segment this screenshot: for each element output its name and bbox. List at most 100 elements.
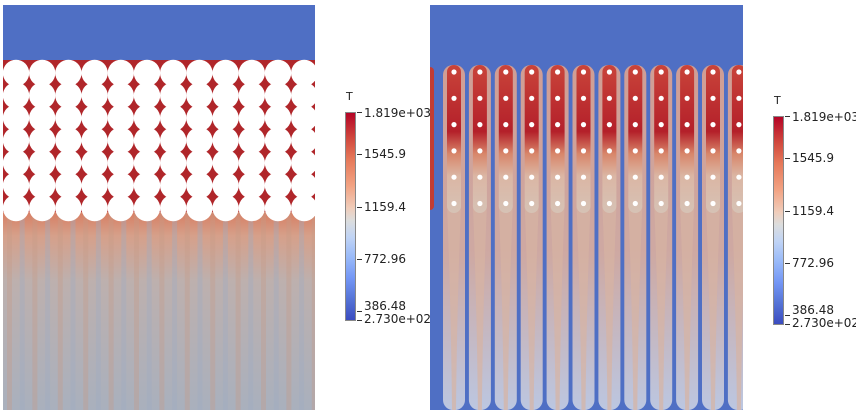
particle-circle: [160, 172, 187, 199]
particle-circle: [212, 82, 239, 109]
wake-streak: [108, 212, 114, 410]
left-temperature-plot: [3, 5, 315, 410]
particle-dot: [606, 95, 612, 101]
right-plot-canvas: [430, 5, 743, 410]
particle-circle: [291, 104, 315, 132]
particle-circle: [107, 149, 134, 177]
particle-circle: [81, 194, 108, 222]
colorbar-tick: [357, 112, 362, 113]
plume-core: [498, 65, 513, 213]
colorbar-tick: [785, 116, 790, 117]
particle-circle: [264, 172, 292, 199]
colorbar-label: 1545.9: [792, 151, 834, 165]
particle-circle: [212, 59, 239, 87]
colorbar-label: 386.48: [364, 299, 406, 313]
particle-dot: [736, 95, 742, 101]
plume-tail: [472, 205, 487, 410]
colorbar-tick: [357, 320, 362, 321]
colorbar-label: 772.96: [364, 252, 406, 266]
particle-circle: [291, 127, 315, 154]
colorbar-tick: [785, 211, 790, 212]
particle-dot: [555, 69, 561, 75]
plume-core: [472, 65, 487, 213]
particle-dot: [658, 148, 664, 154]
wake-streak: [83, 212, 89, 410]
plume-core: [706, 65, 720, 213]
particle-dot: [606, 122, 612, 128]
wake-streak: [273, 212, 279, 410]
particle-dot: [580, 200, 587, 207]
particle-circle: [29, 59, 56, 87]
wake-streak: [121, 212, 127, 410]
lower-wake-region: [3, 212, 315, 410]
particle-circle: [29, 104, 56, 132]
particle-dot: [710, 148, 716, 154]
wake-streak: [146, 212, 152, 410]
particle-circle: [133, 82, 161, 109]
particle-circle: [107, 127, 134, 154]
plume-core: [576, 65, 591, 213]
particle-circle: [81, 59, 108, 87]
particle-dot: [451, 122, 457, 128]
particle-circle: [107, 104, 134, 132]
particle-circle: [133, 104, 161, 132]
plume-tail: [447, 205, 461, 410]
wake-streak: [235, 212, 241, 410]
particle-circle: [55, 127, 82, 154]
wake-streak: [210, 212, 216, 410]
colorbar-label: 1159.4: [792, 204, 834, 218]
particle-dot: [658, 69, 664, 75]
particle-circles: [3, 59, 315, 222]
particle-circle: [55, 194, 82, 222]
particle-dot: [736, 148, 742, 154]
particle-dot: [710, 200, 716, 207]
particle-circle: [107, 82, 134, 109]
particle-dot: [632, 148, 638, 154]
colorbar-label: 386.48: [792, 303, 834, 317]
particle-circle: [81, 149, 108, 177]
colorbar-gradient: [773, 116, 784, 325]
wake-streak: [172, 212, 178, 410]
wake-streak: [197, 212, 203, 410]
particle-dot: [477, 69, 483, 75]
particle-circle: [81, 127, 108, 154]
particle-dot: [529, 174, 535, 180]
colorbar-tick: [785, 324, 790, 325]
colorbar-label: 1159.4: [364, 200, 406, 214]
thermal-plumes: [430, 65, 743, 410]
particle-dot: [477, 148, 483, 154]
colorbar-tick: [357, 154, 362, 155]
particle-circle: [3, 194, 30, 222]
particle-dot: [555, 148, 561, 154]
colorbar-tick: [785, 315, 790, 316]
wake-streak: [134, 212, 139, 410]
particle-circle: [55, 59, 82, 87]
particle-circle: [264, 127, 292, 154]
colorbar-tick: [357, 311, 362, 312]
plume-tail: [731, 205, 743, 410]
particle-dot: [477, 174, 483, 180]
plume-tail: [654, 205, 669, 410]
particle-dot: [684, 69, 690, 75]
particle-circle: [264, 82, 292, 109]
particle-dot: [736, 200, 742, 207]
particle-circle: [186, 59, 213, 87]
particle-circle: [3, 127, 30, 154]
particle-dot: [580, 174, 587, 180]
particle-dot: [477, 200, 483, 207]
particle-dot: [684, 174, 690, 180]
wake-streak: [32, 212, 38, 410]
particle-circle: [264, 104, 292, 132]
colorbar-max-label: 1.819e+03: [364, 106, 432, 120]
particle-circle: [212, 194, 239, 222]
particle-circle: [291, 59, 315, 87]
colorbar-label: 772.96: [792, 256, 834, 270]
plume-tail: [602, 205, 617, 410]
particle-dot: [451, 95, 457, 101]
wake-streak: [95, 212, 101, 410]
particle-dot: [529, 122, 535, 128]
particle-circle: [55, 104, 82, 132]
particle-dot: [736, 174, 742, 180]
particle-dot: [503, 95, 509, 101]
particle-circle: [29, 172, 56, 199]
